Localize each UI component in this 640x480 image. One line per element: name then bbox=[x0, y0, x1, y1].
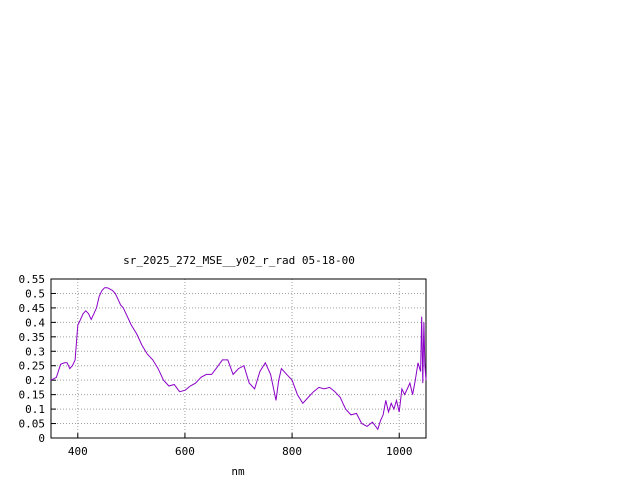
y-tick-label: 0 bbox=[38, 432, 45, 445]
y-tick-label: 0.55 bbox=[19, 273, 46, 286]
y-tick-label: 0.1 bbox=[25, 403, 45, 416]
y-tick-label: 0.3 bbox=[25, 345, 45, 358]
chart-title: sr_2025_272_MSE__y02_r_rad 05-18-00 bbox=[123, 254, 355, 267]
x-axis-label: nm bbox=[231, 465, 245, 478]
y-tick-label: 0.45 bbox=[19, 302, 46, 315]
y-tick-label: 0.35 bbox=[19, 331, 46, 344]
grid bbox=[51, 278, 426, 439]
y-tick-label: 0.2 bbox=[25, 374, 45, 387]
series-line bbox=[50, 287, 427, 431]
y-tick-label: 0.5 bbox=[25, 287, 45, 300]
y-tick-label: 0.4 bbox=[25, 316, 45, 329]
x-tick-label: 400 bbox=[68, 445, 88, 458]
y-tick-label: 0.15 bbox=[19, 389, 46, 402]
plot-area-border bbox=[50, 278, 427, 439]
y-axis-tick-labels: 00.05 0.10.15 0.20.25 0.30.35 0.40.45 0.50.55 bbox=[19, 273, 46, 445]
y-tick-label: 0.05 bbox=[19, 418, 46, 431]
x-tick-label: 600 bbox=[175, 445, 195, 458]
x-axis-tick-labels: 400 600 800 1000 bbox=[68, 445, 413, 458]
y-tick-label: 0.25 bbox=[19, 360, 46, 373]
x-tick-label: 1000 bbox=[386, 445, 413, 458]
x-tick-label: 800 bbox=[282, 445, 302, 458]
